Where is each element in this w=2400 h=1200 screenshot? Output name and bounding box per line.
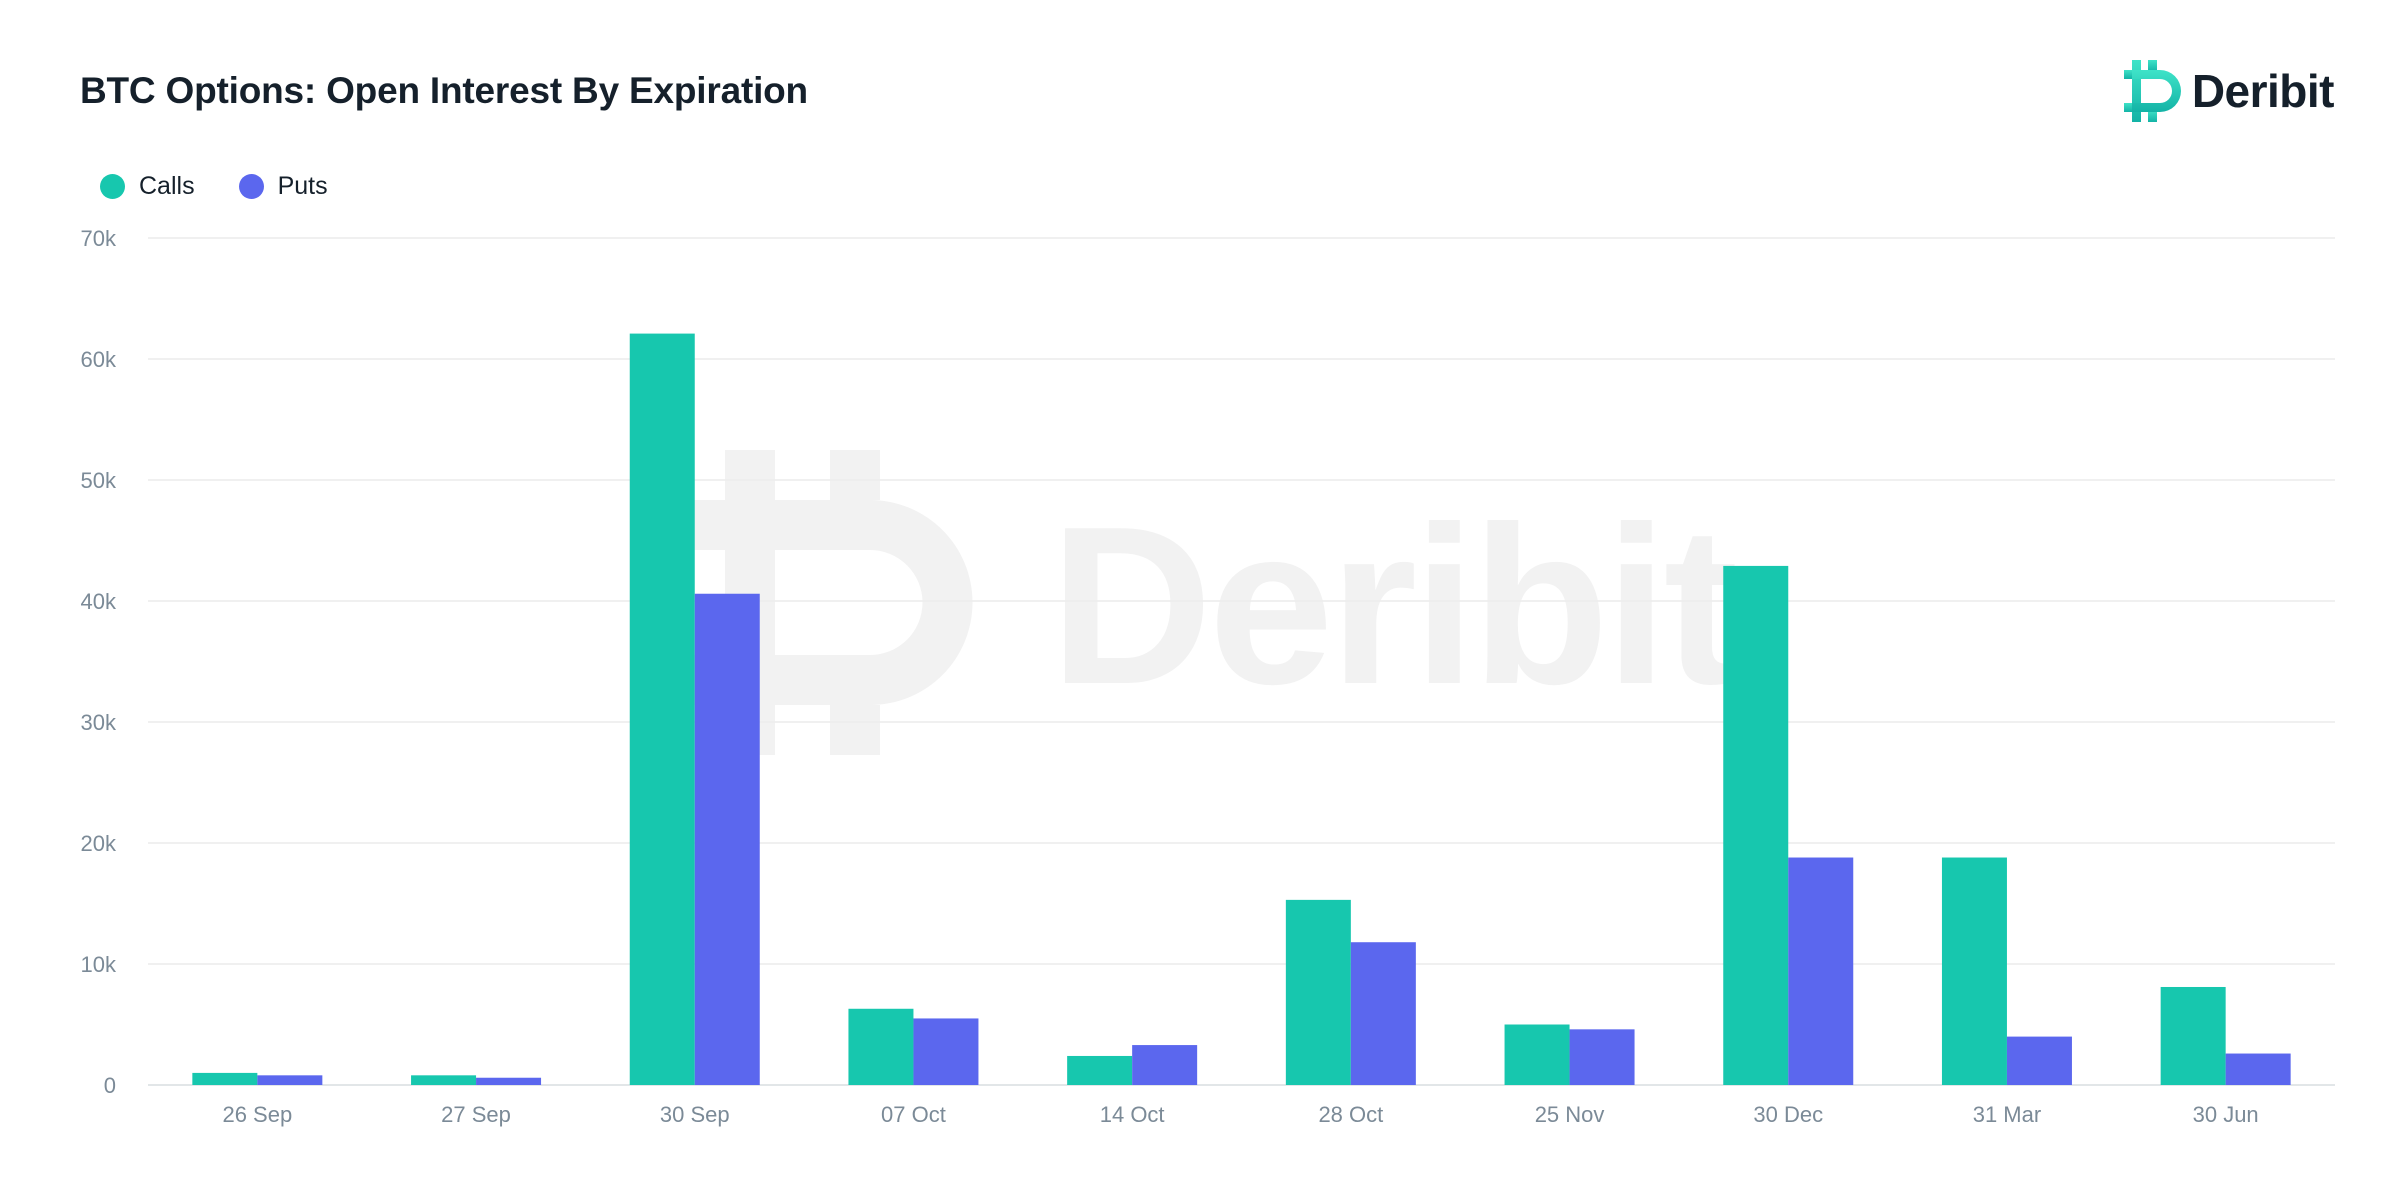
bar-calls-25-nov[interactable] (1504, 1024, 1570, 1086)
legend-item-calls[interactable]: Calls (100, 172, 195, 201)
deribit-logo-icon (2123, 60, 2181, 122)
bar-calls-30-sep[interactable] (629, 333, 695, 1086)
x-tick-label: 30 Jun (2193, 1102, 2259, 1127)
bar-puts-27-sep[interactable] (476, 1077, 542, 1085)
y-tick-label: 60k (81, 347, 117, 372)
x-axis: 26 Sep 27 Sep 30 Sep 07 Oct 14 Oct 28 Oct 25 N… (222, 1102, 2258, 1127)
y-tick-label: 10k (81, 952, 117, 977)
x-tick-label: 30 Sep (660, 1102, 730, 1127)
y-tick-label: 20k (81, 831, 117, 856)
y-tick-label: 0 (104, 1073, 116, 1098)
bar-puts-07-oct[interactable] (913, 1018, 979, 1085)
bar-puts-26-sep[interactable] (257, 1075, 323, 1085)
legend-label-calls: Calls (139, 172, 195, 200)
x-tick-label: 30 Dec (1753, 1102, 1823, 1127)
x-tick-label: 26 Sep (222, 1102, 292, 1127)
brand-name: Deribit (2191, 65, 2335, 117)
bar-puts-28-oct[interactable] (1350, 942, 1416, 1085)
bar-puts-30-sep[interactable] (694, 593, 760, 1085)
bar-puts-14-oct[interactable] (1132, 1045, 1198, 1085)
bar-puts-25-nov[interactable] (1569, 1029, 1635, 1085)
chart-title: BTC Options: Open Interest By Expiration (80, 70, 808, 111)
watermark-text: Deribit (1050, 479, 1737, 731)
x-tick-label: 25 Nov (1535, 1102, 1605, 1127)
bar-puts-31-mar[interactable] (2006, 1036, 2072, 1085)
legend-marker-calls (100, 174, 125, 199)
bar-calls-07-oct[interactable] (848, 1008, 914, 1085)
watermark: Deribit (690, 450, 1741, 755)
x-tick-label: 27 Sep (441, 1102, 511, 1127)
x-tick-label: 14 Oct (1100, 1102, 1165, 1127)
x-tick-label: 31 Mar (1973, 1102, 2041, 1127)
y-tick-label: 50k (81, 468, 117, 493)
x-tick-label: 07 Oct (881, 1102, 946, 1127)
bar-puts-30-dec[interactable] (1788, 857, 1854, 1085)
y-tick-label: 30k (81, 710, 117, 735)
x-tick-label: 28 Oct (1318, 1102, 1383, 1127)
legend-marker-puts (238, 174, 264, 199)
bar-puts-30-jun[interactable] (2225, 1053, 2291, 1085)
bar-calls-27-sep[interactable] (411, 1075, 477, 1085)
y-axis: 0 10k 20k 30k 40k 50k 60k 70k (81, 226, 117, 1098)
bar-calls-28-oct[interactable] (1285, 899, 1351, 1085)
legend-item-puts[interactable]: Puts (238, 172, 328, 201)
legend-label-puts: Puts (277, 172, 328, 200)
bar-calls-31-mar[interactable] (1941, 857, 2007, 1085)
y-tick-label: 70k (81, 226, 117, 251)
bar-calls-30-dec[interactable] (1723, 565, 1789, 1085)
bar-calls-30-jun[interactable] (2160, 986, 2226, 1085)
bar-calls-14-oct[interactable] (1067, 1055, 1133, 1085)
y-tick-label: 40k (81, 589, 117, 614)
chart-legend: Calls Puts (100, 172, 372, 201)
brand-logo: Deribit (2122, 60, 2335, 122)
bars (192, 333, 2291, 1086)
bar-calls-26-sep[interactable] (192, 1072, 258, 1085)
